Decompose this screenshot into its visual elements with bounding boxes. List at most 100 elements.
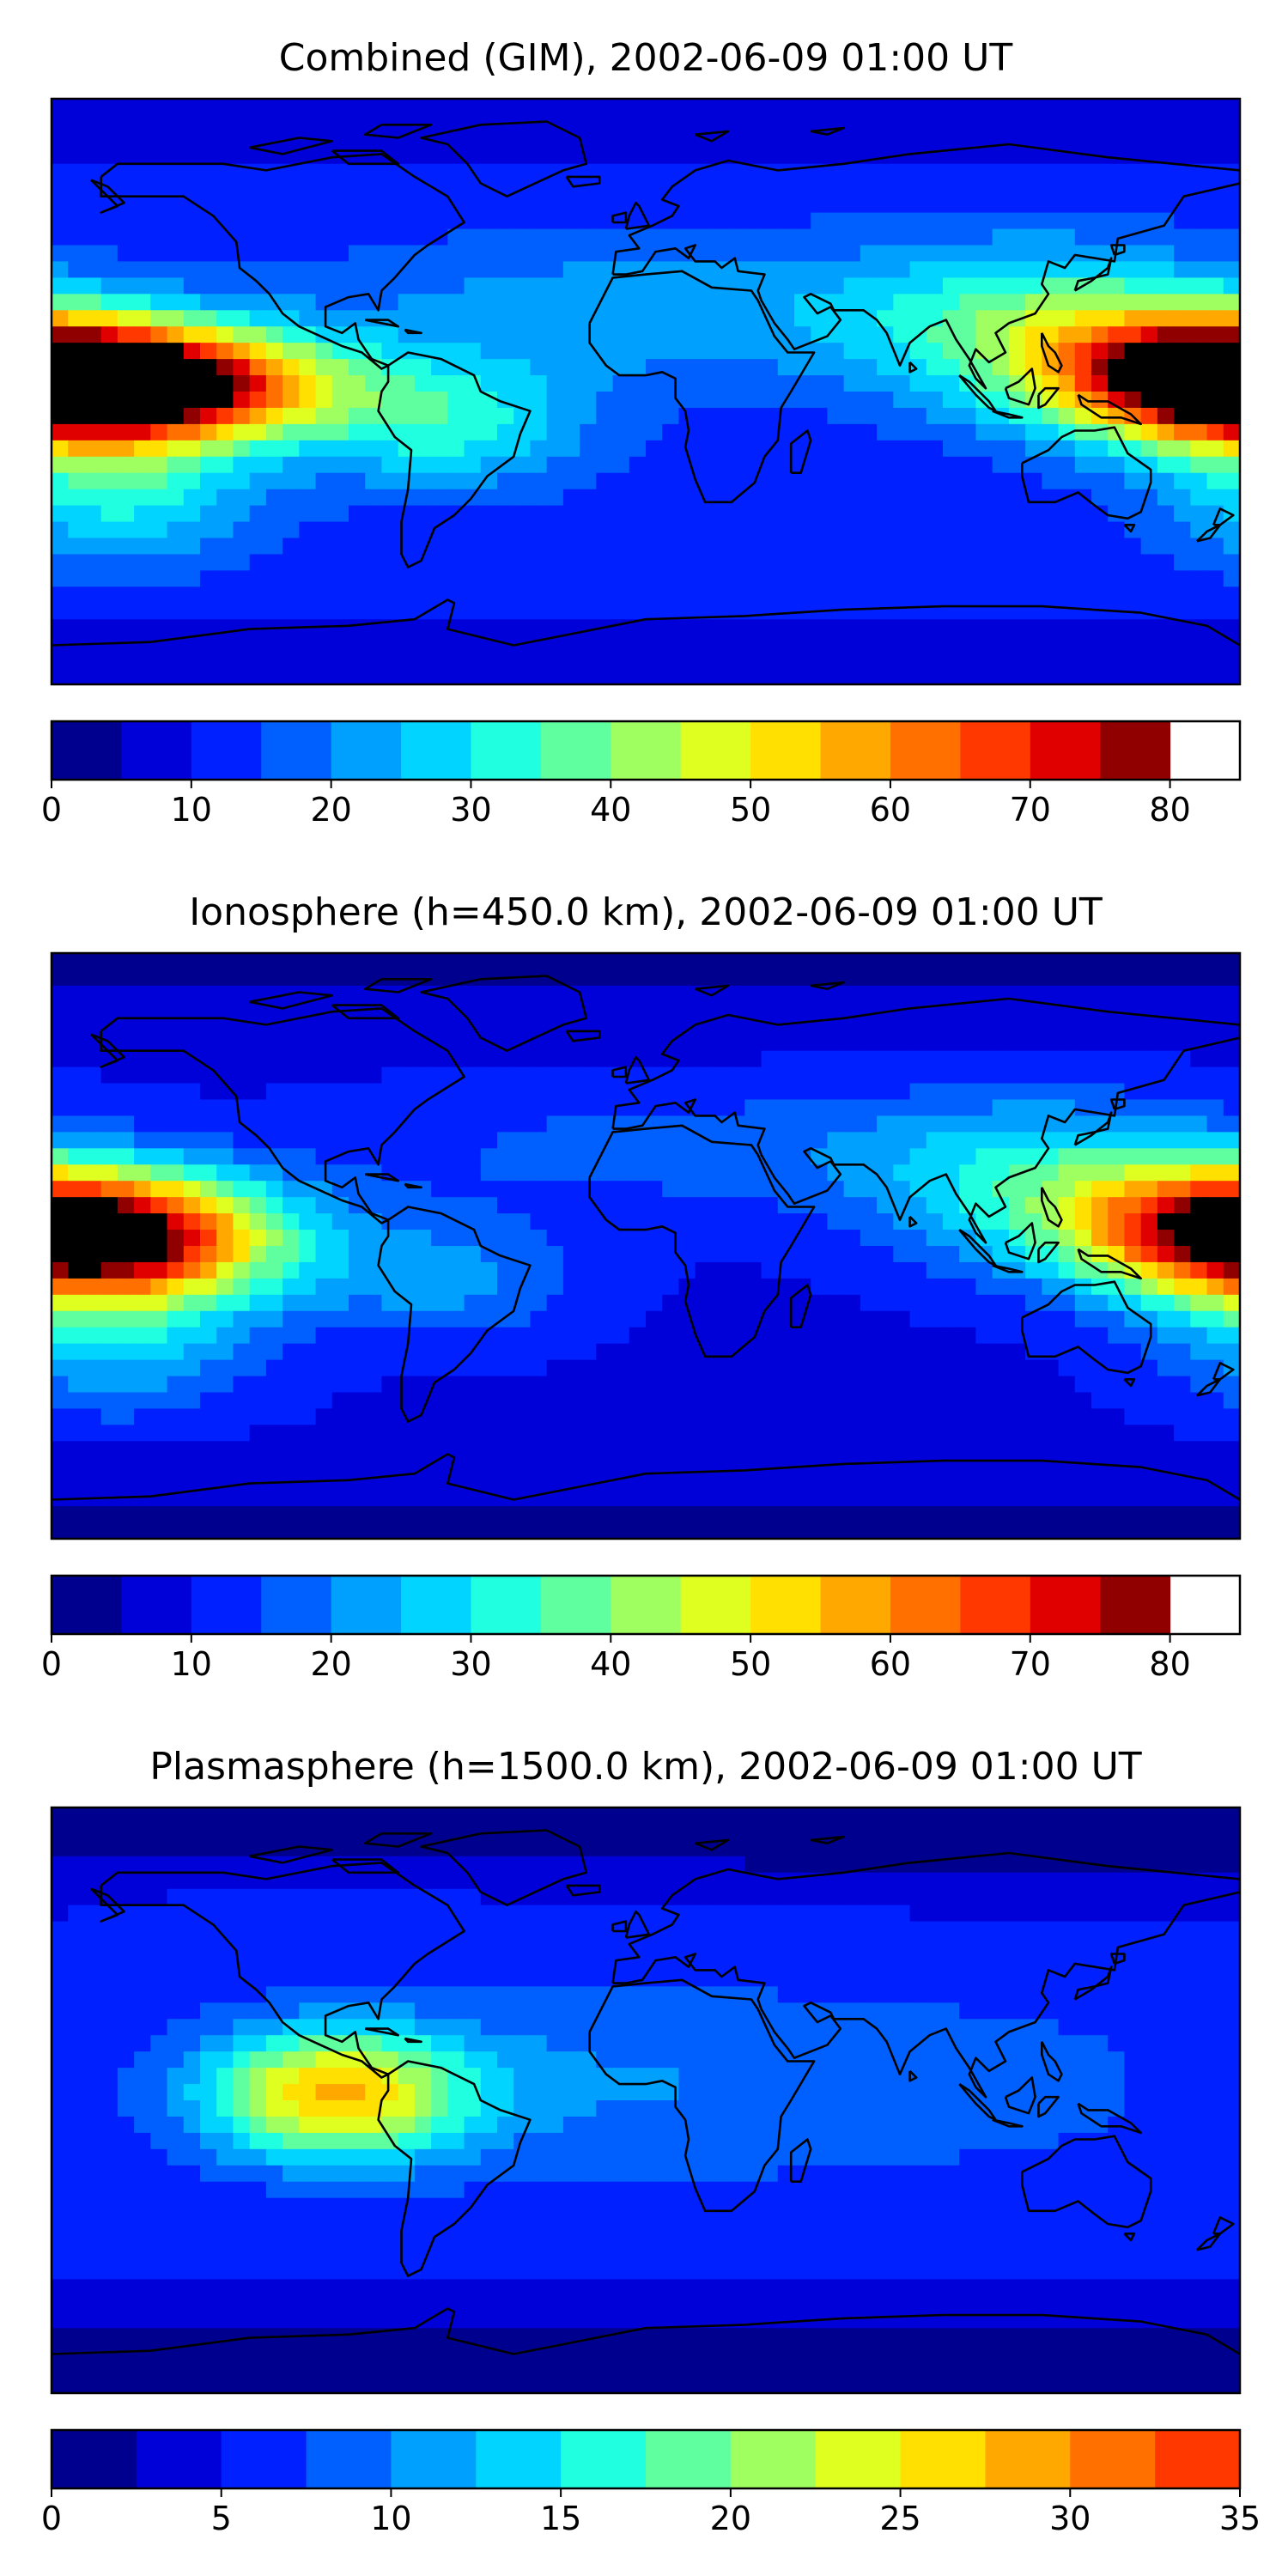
field-cell	[843, 1050, 861, 1068]
field-cell	[596, 489, 614, 507]
field-cell	[646, 586, 663, 604]
field-cell	[1108, 1132, 1126, 1149]
field-cell	[315, 147, 333, 165]
field-cell	[612, 1408, 630, 1425]
field-cell	[315, 603, 333, 620]
field-cell	[562, 359, 580, 376]
field-cell	[662, 1001, 680, 1019]
field-cell	[365, 1164, 383, 1182]
field-cell	[117, 423, 135, 441]
field-cell	[1174, 985, 1191, 1003]
field-cell	[877, 1343, 894, 1361]
field-cell	[728, 407, 745, 425]
field-cell	[943, 440, 960, 458]
field-cell	[893, 472, 911, 490]
field-cell	[299, 212, 317, 230]
field-cell	[562, 245, 580, 263]
field-cell	[249, 985, 267, 1003]
field-cell	[1091, 1034, 1109, 1052]
field-cell	[1091, 619, 1109, 636]
field-cell	[283, 1066, 300, 1084]
field-cell	[381, 1261, 399, 1279]
field-cell	[893, 326, 911, 343]
field-cell	[580, 1343, 597, 1361]
field-cell	[1140, 1197, 1158, 1214]
field-cell	[1042, 985, 1060, 1003]
field-cell	[349, 1164, 366, 1182]
field-cell	[1108, 212, 1126, 230]
field-cell	[233, 1246, 251, 1263]
field-cell	[926, 1148, 944, 1165]
field-cell	[777, 212, 795, 230]
field-cell	[431, 1392, 448, 1410]
field-cell	[678, 359, 696, 376]
field-cell	[777, 1050, 795, 1068]
field-cell	[827, 1261, 845, 1279]
field-cell	[398, 359, 416, 376]
field-cell	[860, 489, 878, 507]
field-cell	[926, 1408, 944, 1425]
field-cell	[1074, 1181, 1092, 1198]
field-cell	[596, 985, 614, 1003]
field-cell	[893, 196, 911, 214]
field-cell	[283, 1294, 300, 1312]
field-cell	[1174, 407, 1191, 425]
field-cell	[414, 521, 432, 539]
field-cell	[381, 131, 399, 149]
field-cell	[497, 310, 514, 327]
field-cell	[1091, 1164, 1109, 1182]
field-cell	[678, 505, 696, 523]
field-cell	[546, 212, 564, 230]
field-cell	[216, 1457, 234, 1474]
field-cell	[365, 1425, 383, 1442]
field-cell	[761, 1425, 779, 1442]
field-cell	[315, 1018, 333, 1036]
field-cell	[794, 99, 811, 116]
field-cell	[200, 245, 217, 263]
field-cell	[100, 953, 118, 970]
field-cell	[52, 1392, 69, 1410]
field-cell	[877, 985, 894, 1003]
field-cell	[926, 586, 944, 604]
field-cell	[183, 1213, 201, 1230]
field-cell	[513, 472, 532, 490]
field-cell	[1206, 294, 1224, 311]
field-cell	[909, 245, 927, 263]
field-cell	[596, 310, 614, 327]
field-cell	[646, 635, 663, 653]
field-cell	[695, 1425, 713, 1442]
field-cell	[1223, 359, 1240, 376]
field-cell	[646, 440, 663, 458]
field-cell	[794, 228, 811, 246]
field-cell	[695, 1050, 713, 1068]
field-cell	[761, 489, 779, 507]
field-cell	[877, 1083, 894, 1101]
field-cell	[464, 392, 482, 409]
field-cell	[1091, 472, 1109, 490]
field-cell	[200, 1083, 217, 1101]
field-cell	[827, 586, 845, 604]
field-cell	[431, 212, 448, 230]
field-cell	[1124, 1197, 1142, 1214]
field-cell	[1174, 505, 1191, 523]
field-cell	[612, 1132, 630, 1149]
field-cell	[1008, 1099, 1026, 1117]
field-cell	[447, 1278, 465, 1296]
field-cell	[167, 1148, 185, 1165]
field-cell	[68, 310, 86, 327]
field-cell	[1174, 1181, 1191, 1198]
field-cell	[414, 196, 432, 214]
field-cell	[1108, 1376, 1126, 1394]
field-cell	[167, 985, 185, 1003]
field-cell	[728, 1376, 745, 1394]
field-cell	[761, 570, 779, 587]
field-cell	[414, 261, 432, 278]
field-cell	[150, 1148, 168, 1165]
field-cell	[52, 212, 69, 230]
field-cell	[381, 1083, 399, 1101]
field-cell	[100, 619, 118, 636]
field-cell	[612, 603, 630, 620]
field-cell	[414, 326, 432, 343]
field-cell	[992, 1294, 1010, 1312]
field-cell	[909, 1018, 927, 1036]
